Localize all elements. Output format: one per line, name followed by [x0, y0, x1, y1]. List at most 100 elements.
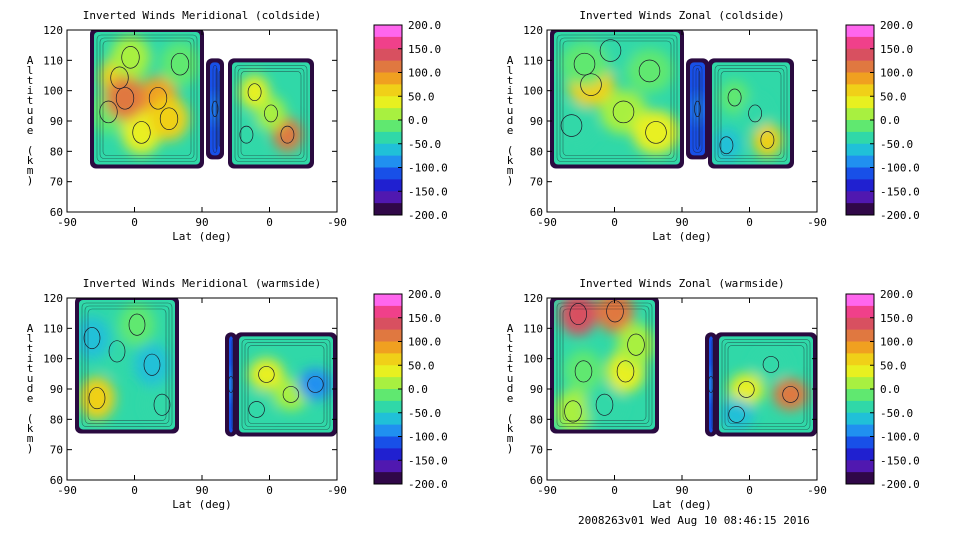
colorbar-label: -50.0: [880, 138, 913, 151]
contour-line: [760, 131, 775, 149]
contour-blob: [105, 76, 145, 121]
contour-blob: [709, 368, 713, 401]
colorbar-segment: [374, 108, 402, 121]
colorbar-segment: [374, 365, 402, 378]
x-tick-label: 0: [746, 484, 753, 497]
colorbar-label: -150.0: [880, 454, 920, 467]
y-tick-label: 120: [523, 292, 543, 305]
y-tick-label: 120: [523, 24, 543, 37]
contour-blob: [144, 383, 175, 427]
colorbar-segment: [374, 36, 402, 50]
x-tick-label: 90: [675, 484, 688, 497]
colorbar-segment: [846, 96, 874, 109]
y-axis-label-char: k: [27, 154, 34, 167]
contour-blob: [753, 348, 789, 381]
colorbar-segment: [846, 365, 874, 378]
y-axis-label-char: u: [507, 104, 514, 117]
data-region: [225, 332, 240, 437]
chart-panel: Inverted Winds Zonal (coldside) 60 70 80 90 1…: [507, 9, 920, 243]
y-tick-label: 110: [43, 322, 63, 335]
y-tick-label: 70: [530, 444, 543, 457]
y-tick-label: 80: [50, 145, 63, 158]
y-axis-label-char: t: [507, 342, 514, 355]
contour-line: [562, 308, 647, 421]
y-axis-label-char: k: [507, 154, 514, 167]
contour-line: [599, 39, 622, 62]
y-axis-label-char: l: [27, 332, 34, 345]
colorbar-segment: [374, 353, 402, 366]
chart-panel: Inverted Winds Zonal (warmside) 60 70 80 90 1…: [507, 277, 920, 511]
colorbar-label: 50.0: [408, 90, 435, 103]
colorbar-segment: [846, 143, 874, 157]
contour-blob: [119, 303, 155, 347]
contour-blob: [110, 35, 151, 80]
contour-line: [88, 387, 106, 410]
colorbar-segment: [846, 448, 874, 461]
contour-line: [616, 360, 635, 383]
x-tick-label: 0: [611, 216, 618, 229]
colorbar-label: -100.0: [880, 431, 920, 444]
colorbar-segment: [846, 203, 874, 216]
contour-line: [307, 376, 324, 393]
colorbar-label: -50.0: [408, 138, 441, 151]
colorbar-label: 150.0: [880, 43, 913, 56]
chart-panel: Inverted Winds Meridional (coldside) 60 70…: [27, 9, 448, 243]
colorbar: 200.0 150.0 100.0 50.0 0.0 -50.0 -100.0 -150.0 -…: [845, 19, 920, 222]
contour-blob: [256, 96, 286, 131]
contour-line: [727, 88, 742, 107]
contour-line: [612, 100, 635, 124]
colorbar-label: -200.0: [408, 478, 448, 491]
data-region: [550, 298, 659, 434]
y-tick-label: 100: [523, 353, 543, 366]
colorbar-label: -200.0: [880, 209, 920, 222]
colorbar-segment: [846, 84, 874, 97]
contour-line: [556, 34, 678, 162]
y-axis-label-char: m: [507, 432, 514, 445]
contour-line: [108, 340, 126, 363]
x-axis-label: Lat (deg): [652, 230, 712, 243]
y-tick-label: 80: [530, 145, 543, 158]
contour-line: [727, 345, 805, 424]
contour-line: [211, 100, 219, 117]
contour-line: [728, 406, 745, 423]
contour-line: [556, 302, 653, 427]
colorbar-segment: [374, 436, 402, 449]
contour-line: [121, 46, 140, 69]
y-axis-label-char: u: [27, 372, 34, 385]
colorbar-segment: [846, 36, 874, 50]
x-tick-label: 90: [195, 216, 208, 229]
x-tick-label: -90: [327, 484, 347, 497]
contour-line: [128, 313, 146, 336]
colorbar-segment: [374, 167, 402, 180]
contour-line: [83, 327, 101, 350]
contour-line: [638, 59, 661, 83]
contour-blob: [712, 128, 742, 163]
y-axis-label-char: (: [27, 144, 34, 157]
colorbar-segment: [374, 329, 402, 342]
contour-line: [580, 73, 602, 96]
data-region: [686, 58, 709, 160]
contour-line: [282, 386, 300, 403]
y-axis-label-char: e: [507, 392, 514, 405]
colorbar-label: -100.0: [880, 162, 920, 175]
contour-line: [721, 339, 811, 430]
colorbar-label: -200.0: [408, 209, 448, 222]
contour-line: [241, 339, 331, 430]
data-region: [90, 30, 204, 169]
colorbar-label: 100.0: [880, 67, 913, 80]
colorbar-segment: [374, 424, 402, 437]
x-axis-label: Lat (deg): [652, 498, 712, 511]
colorbar-segment: [846, 460, 874, 473]
y-tick-label: 60: [530, 474, 543, 487]
contour-blob: [149, 96, 189, 141]
data-region: [550, 30, 684, 169]
contour-line: [714, 65, 788, 162]
y-axis-label-char: A: [27, 322, 34, 335]
colorbar-segment: [374, 460, 402, 473]
colorbar-label: 200.0: [880, 19, 913, 32]
x-tick-label: 90: [195, 484, 208, 497]
contour-line: [720, 71, 782, 156]
colorbar-segment: [374, 389, 402, 402]
colorbar: 200.0 150.0 100.0 50.0 0.0 -50.0 -100.0 -150.0 -…: [373, 19, 448, 222]
